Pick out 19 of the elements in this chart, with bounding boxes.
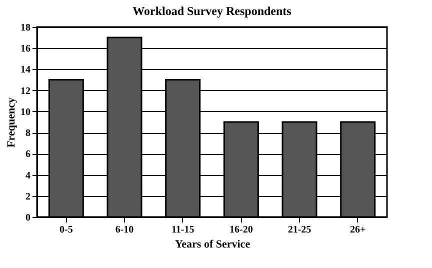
y-tick-label: 2 bbox=[26, 191, 30, 202]
y-tick-label: 0 bbox=[26, 212, 30, 224]
y-tick-label: 18 bbox=[20, 22, 30, 34]
y-tick-label: 4 bbox=[26, 170, 30, 182]
x-tick-label: 16-20 bbox=[229, 224, 253, 236]
x-tick-label: 0-5 bbox=[59, 224, 73, 236]
y-tick-label: 8 bbox=[26, 128, 30, 140]
y-tick-label: 6 bbox=[26, 149, 30, 160]
y-tick-label: 14 bbox=[20, 64, 30, 76]
x-tick-label: 11-15 bbox=[171, 224, 194, 236]
x-axis-title: Years of Service bbox=[174, 238, 250, 250]
y-tick-label: 16 bbox=[20, 44, 30, 55]
y-tick-label: 12 bbox=[20, 86, 30, 97]
y-axis-title: Frequency bbox=[6, 97, 18, 148]
y-tick-label: 10 bbox=[20, 106, 30, 118]
x-tick-label: 26+ bbox=[350, 224, 366, 236]
x-tick-label: 6-10 bbox=[115, 224, 134, 236]
x-tick-label: 21-25 bbox=[288, 224, 312, 236]
chart-title: Workload Survey Respondents bbox=[132, 4, 292, 18]
